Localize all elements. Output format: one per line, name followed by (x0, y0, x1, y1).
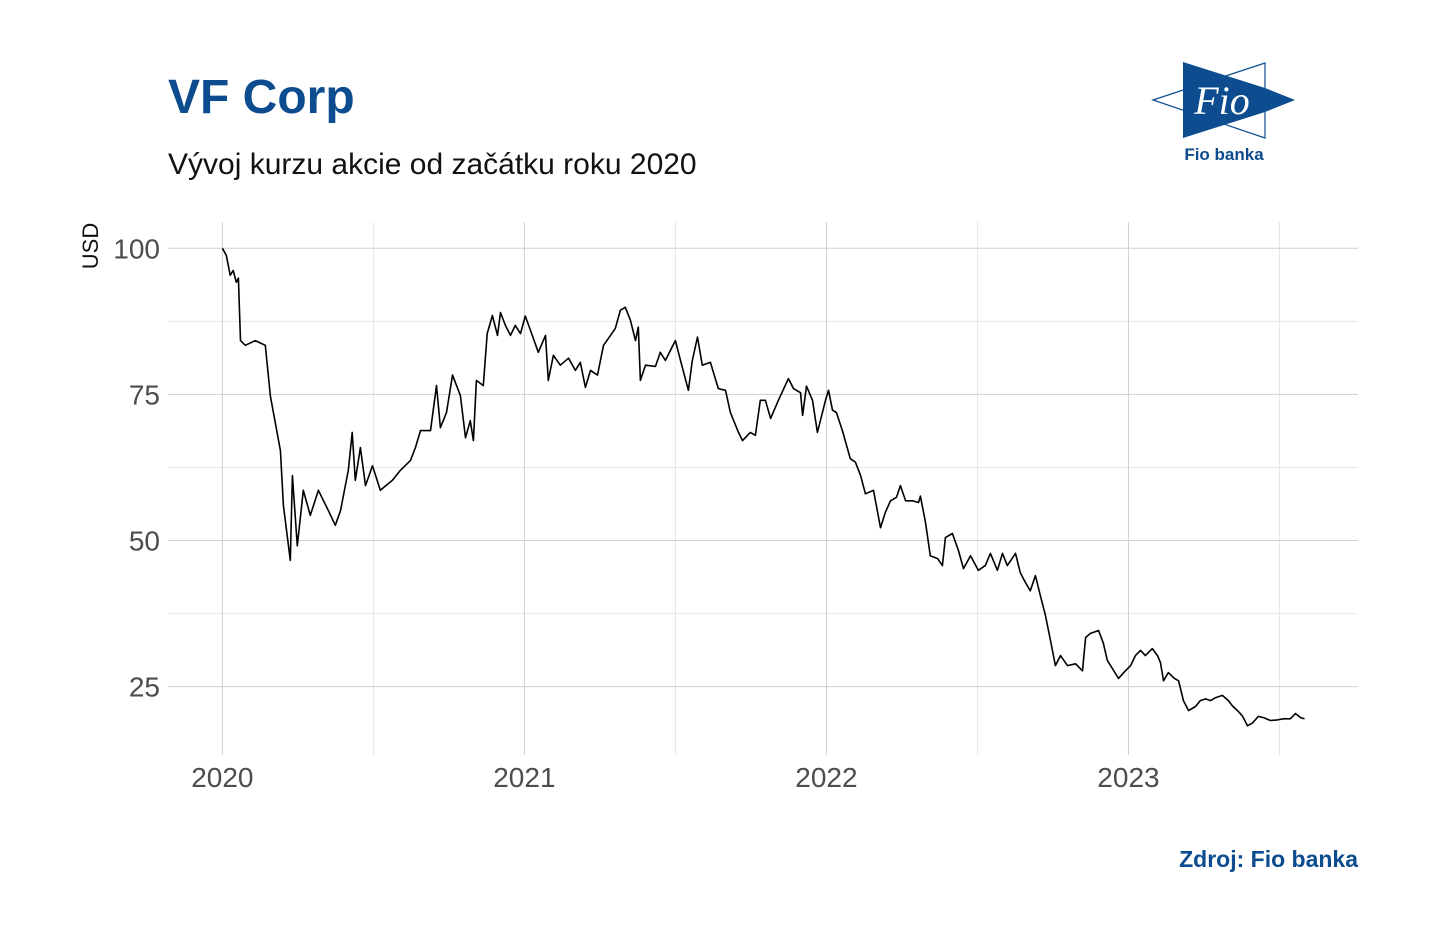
y-tick-label: 100 (113, 233, 160, 264)
y-axis-label: USD (78, 223, 103, 269)
grid (168, 222, 1358, 755)
x-tick-label: 2023 (1097, 762, 1159, 793)
y-axis: 25 50 75 100 (113, 233, 160, 702)
x-tick-label: 2022 (795, 762, 857, 793)
source-note: Zdroj: Fio banka (1179, 846, 1358, 872)
svg-text:Fio: Fio (1193, 78, 1250, 123)
svg-text:Fio banka: Fio banka (1184, 145, 1264, 164)
chart-title: VF Corp (168, 71, 355, 124)
y-tick-label: 25 (129, 672, 160, 703)
price-line (221, 247, 1305, 727)
y-tick-label: 50 (129, 526, 160, 557)
x-axis: 2020 2021 2022 2023 (191, 762, 1159, 793)
chart-subtitle: Vývoj kurzu akcie od začátku roku 2020 (168, 148, 697, 181)
x-tick-label: 2021 (493, 762, 555, 793)
fio-banka-logo: Fio Fio banka (1151, 62, 1295, 164)
y-tick-label: 75 (129, 379, 160, 410)
x-tick-label: 2020 (191, 762, 253, 793)
